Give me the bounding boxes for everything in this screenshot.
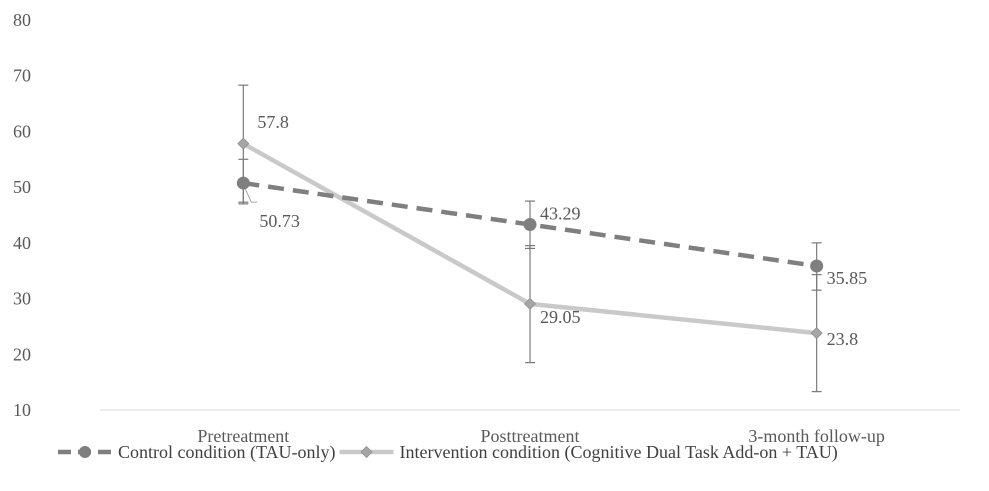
y-tick-label: 30	[13, 289, 31, 309]
legend-marker	[79, 446, 91, 458]
y-tick-label: 70	[13, 66, 31, 86]
label-leader-line	[244, 188, 258, 203]
y-tick-label: 50	[13, 177, 31, 197]
data-labels: 50.73 43.29 35.85 57.8 29.05 23.8	[244, 112, 868, 349]
data-point	[810, 259, 824, 273]
data-label: 50.73	[259, 211, 300, 231]
x-axis-ticks: Pretreatment Posttreatment 3-month follow-…	[197, 426, 885, 446]
y-tick-label: 80	[13, 10, 31, 30]
x-tick-label: Posttreatment	[481, 426, 580, 446]
data-label: 57.8	[257, 112, 289, 132]
data-point	[523, 297, 537, 310]
data-label: 43.29	[540, 204, 581, 224]
legend-label: Intervention condition (Cognitive Dual T…	[400, 442, 838, 463]
legend-item: Control condition (TAU-only)	[58, 442, 336, 463]
y-tick-label: 10	[13, 400, 31, 420]
legend-label: Control condition (TAU-only)	[118, 442, 336, 463]
legend-marker	[360, 445, 373, 459]
y-tick-label: 20	[13, 344, 31, 364]
x-tick-label: Pretreatment	[197, 426, 289, 446]
legend-item: Intervention condition (Cognitive Dual T…	[339, 442, 838, 463]
data-label: 23.8	[827, 329, 859, 349]
data-point	[523, 218, 537, 232]
series-markers	[236, 137, 824, 340]
y-tick-label: 60	[13, 121, 31, 141]
data-point	[810, 327, 823, 340]
data-label: 29.05	[540, 307, 581, 327]
data-point	[236, 176, 250, 190]
data-point	[237, 137, 250, 150]
y-axis-ticks: 10 20 30 40 50 60 70 80	[13, 10, 31, 420]
data-label: 35.85	[827, 268, 868, 288]
legend: Control condition (TAU-only) Intervention…	[58, 442, 838, 463]
error-bars	[238, 84, 822, 393]
x-tick-label: 3-month follow-up	[748, 426, 885, 446]
y-tick-label: 40	[13, 233, 31, 253]
